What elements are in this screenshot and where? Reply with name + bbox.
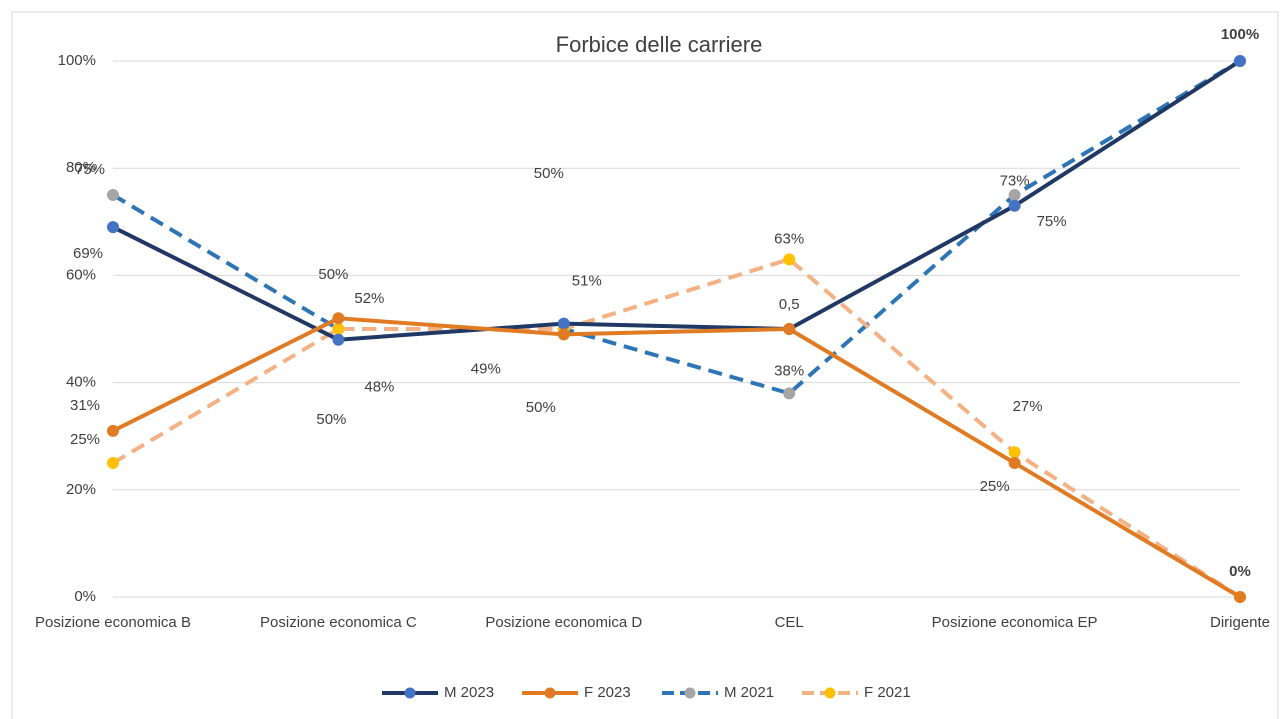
data-label: 27% (1013, 398, 1043, 415)
data-label: 50% (526, 399, 556, 416)
series-line (112, 316, 1242, 599)
data-label: 63% (774, 230, 804, 247)
data-label: 51% (572, 273, 602, 290)
marker (783, 253, 796, 266)
data-label: 73% (1000, 173, 1030, 190)
data-label: 50% (316, 411, 346, 428)
chart-border (11, 11, 1279, 719)
marker (557, 317, 570, 330)
y-tick-label: 100% (58, 52, 96, 69)
legend-marker (544, 687, 556, 699)
y-tick-label: 20% (66, 481, 96, 498)
data-label: 75% (75, 161, 105, 178)
marker (107, 221, 119, 234)
marker (783, 323, 796, 335)
marker (107, 424, 119, 437)
legend-label: F 2023 (584, 684, 631, 701)
marker (1008, 446, 1021, 459)
marker (107, 189, 119, 201)
x-tick-label: CEL (775, 614, 804, 631)
data-label: 75% (1037, 213, 1067, 230)
marker (332, 333, 345, 346)
x-tick-label: Posizione economica C (260, 614, 417, 631)
data-label: 25% (980, 478, 1010, 495)
data-label: 48% (364, 379, 394, 396)
marker (1234, 55, 1246, 67)
series-line (111, 257, 1242, 599)
marker (1234, 591, 1246, 603)
marker (557, 328, 570, 341)
x-tick-label: Dirigente (1210, 614, 1270, 631)
legend-marker (824, 687, 836, 699)
data-label: 49% (471, 360, 501, 377)
data-label: 69% (73, 245, 103, 262)
x-tick-label: Posizione economica EP (932, 614, 1098, 631)
data-label: 31% (70, 397, 100, 414)
data-label: 38% (774, 362, 804, 379)
chart-title: Forbice delle carriere (556, 32, 763, 57)
marker (1008, 457, 1021, 469)
x-tick-label: Posizione economica B (35, 614, 191, 631)
y-tick-label: 80% (66, 159, 96, 176)
data-label: 100% (1221, 26, 1259, 43)
legend-label: F 2021 (864, 684, 911, 701)
legend-label: M 2023 (444, 684, 494, 701)
data-label: 50% (534, 165, 564, 182)
y-tick-label: 0% (74, 588, 96, 605)
legend-label: M 2021 (724, 684, 774, 701)
data-label: 25% (70, 431, 100, 448)
data-label: 0,5 (779, 296, 800, 313)
marker (107, 457, 119, 469)
legend-marker (404, 687, 416, 699)
y-tick-label: 40% (66, 374, 96, 391)
data-label: 50% (318, 266, 348, 283)
marker (332, 323, 345, 335)
marker (1008, 189, 1021, 201)
marker (1008, 199, 1021, 212)
legend-marker (684, 687, 696, 699)
marker (332, 312, 345, 325)
marker (783, 387, 796, 400)
series-line (111, 59, 1242, 396)
x-tick-label: Posizione economica D (485, 614, 642, 631)
data-label: 52% (354, 290, 384, 307)
y-tick-label: 60% (66, 266, 96, 283)
series-line (112, 59, 1242, 342)
data-label: 0% (1229, 563, 1251, 580)
